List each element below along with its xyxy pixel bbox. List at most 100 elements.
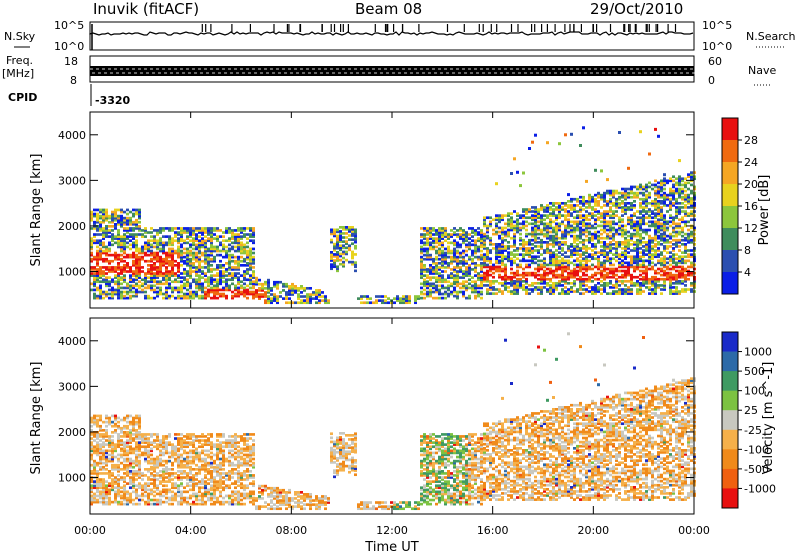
heatmap-cell — [126, 237, 129, 240]
heatmap-cell — [540, 267, 543, 271]
heatmap-cell — [96, 216, 99, 220]
heatmap-cell — [684, 247, 687, 250]
heatmap-cell — [288, 291, 291, 294]
heatmap-cell — [675, 191, 678, 195]
heatmap-cell — [600, 263, 603, 267]
heatmap-cell — [552, 214, 555, 217]
heatmap-cell — [90, 486, 93, 490]
heatmap-cell — [468, 245, 471, 249]
heatmap-cell — [537, 259, 540, 263]
heatmap-cell — [429, 270, 432, 273]
heatmap-cell — [489, 286, 492, 289]
heatmap-cell — [507, 228, 510, 232]
heatmap-cell — [114, 292, 117, 296]
heatmap-cell — [261, 293, 264, 296]
heatmap-cell — [549, 230, 552, 234]
heatmap-cell — [576, 197, 579, 201]
heatmap-cell — [135, 276, 138, 279]
heatmap-cell — [210, 229, 213, 232]
heatmap-cell — [651, 280, 654, 283]
heatmap-cell — [435, 229, 438, 232]
heatmap-cell — [102, 457, 105, 461]
heatmap-cell — [141, 278, 144, 282]
heatmap-cell — [624, 212, 627, 215]
heatmap-cell — [315, 291, 318, 294]
heatmap-cell — [678, 249, 681, 252]
heatmap-cell — [483, 271, 486, 275]
heatmap-cell — [471, 262, 474, 265]
heatmap-cell — [474, 266, 477, 269]
heatmap-cell — [585, 228, 588, 232]
heatmap-cell — [489, 238, 492, 242]
heatmap-cell — [567, 210, 570, 213]
heatmap-cell — [513, 273, 516, 277]
heatmap-cell — [291, 301, 294, 305]
heatmap-cell — [414, 299, 417, 302]
heatmap-cell — [591, 200, 594, 203]
heatmap-cell — [513, 210, 516, 213]
heatmap-cell — [228, 262, 231, 265]
heatmap-cell — [180, 249, 183, 253]
heatmap-cell — [198, 276, 201, 279]
heatmap-cell — [624, 269, 627, 273]
heatmap-cell — [219, 292, 222, 296]
heatmap-cell — [678, 179, 681, 183]
heatmap-cell — [681, 226, 684, 230]
heatmap-cell — [129, 274, 132, 277]
heatmap-cell — [651, 261, 654, 265]
heatmap-cell — [228, 288, 231, 292]
heatmap-cell — [165, 296, 168, 300]
heatmap-cell — [198, 284, 201, 288]
heatmap-cell — [645, 280, 648, 283]
heatmap-cell — [420, 296, 423, 300]
heatmap-cell — [576, 226, 579, 230]
heatmap-cell — [216, 286, 219, 290]
heatmap-cell — [237, 288, 240, 292]
heatmap-cell — [462, 262, 465, 265]
heatmap-cell — [453, 290, 456, 294]
heatmap-cell — [198, 227, 201, 230]
heatmap-cell — [144, 251, 147, 255]
heatmap-cell — [501, 216, 504, 220]
heatmap-cell — [114, 270, 117, 273]
heatmap-cell — [681, 275, 684, 279]
heatmap-cell — [426, 251, 429, 255]
heatmap-cell — [456, 264, 459, 267]
heatmap-cell — [345, 258, 348, 262]
heatmap-cell — [318, 301, 321, 305]
heatmap-cell — [525, 251, 528, 254]
heatmap-cell — [513, 292, 516, 295]
heatmap-cell — [600, 197, 603, 201]
heatmap-cell — [102, 478, 105, 481]
heatmap-cell — [633, 247, 636, 250]
heatmap-cell — [231, 253, 234, 257]
heatmap-cell — [606, 178, 609, 182]
heatmap-cell — [312, 293, 315, 296]
heatmap-cell — [129, 247, 132, 251]
heatmap-cell — [576, 288, 579, 291]
heatmap-cell — [102, 441, 105, 444]
heatmap-cell — [624, 232, 627, 236]
heatmap-cell — [453, 274, 456, 277]
heatmap-cell — [201, 253, 204, 257]
heatmap-cell — [423, 257, 426, 261]
heatmap-cell — [636, 195, 639, 199]
heatmap-cell — [588, 206, 591, 209]
heatmap-cell — [627, 269, 630, 273]
heatmap-cell — [672, 220, 675, 224]
heatmap-cell — [642, 230, 645, 234]
heatmap-cell — [477, 227, 480, 230]
heatmap-cell — [90, 472, 93, 475]
heatmap-cell — [231, 290, 234, 294]
heatmap-cell — [621, 228, 624, 232]
heatmap-cell — [102, 498, 105, 502]
colorbar-tick-label: 4 — [744, 266, 751, 279]
heatmap-cell — [135, 247, 138, 251]
heatmap-cell — [498, 247, 501, 250]
heatmap-cell — [537, 210, 540, 213]
heatmap-cell — [189, 235, 192, 238]
heatmap-cell — [510, 257, 513, 261]
heatmap-cell — [267, 301, 270, 305]
heatmap-cell — [141, 284, 144, 288]
heatmap-cell — [444, 292, 447, 296]
